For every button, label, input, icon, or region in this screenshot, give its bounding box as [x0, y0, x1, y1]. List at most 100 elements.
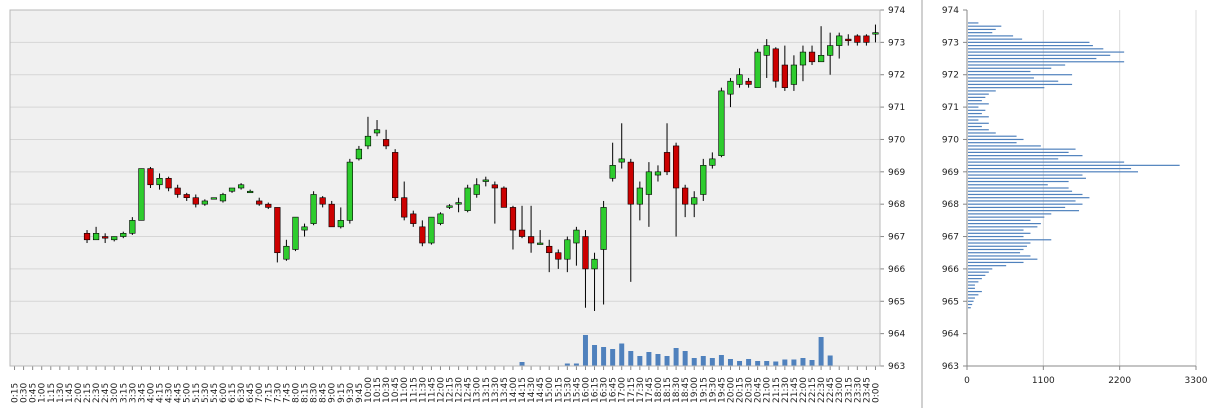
- profile-bar: [968, 229, 1024, 231]
- x-tick-label: 1:00: [38, 383, 48, 403]
- candle-up: [156, 173, 163, 190]
- candle-down: [682, 184, 689, 218]
- candle-up: [709, 152, 716, 169]
- candle-up: [301, 223, 308, 237]
- profile-bar: [968, 226, 1038, 228]
- volume-bar: [755, 361, 761, 366]
- x-tick-label: 18:30: [672, 377, 682, 403]
- profile-bar: [968, 155, 1083, 157]
- candle-body: [319, 197, 326, 205]
- candle-body: [663, 152, 671, 173]
- candle-body: [727, 80, 734, 95]
- candle-body: [537, 242, 544, 245]
- candle-up: [228, 187, 236, 193]
- profile-bar: [968, 70, 1031, 73]
- price-plot-area: [10, 10, 880, 366]
- x-tick-label: 19:45: [717, 377, 727, 403]
- volume-bar: [818, 337, 824, 366]
- x-tick-label: 12:00: [436, 377, 446, 403]
- candle-body: [410, 213, 417, 224]
- candle-body: [518, 229, 526, 237]
- profile-y-tick-label: 965: [942, 297, 959, 307]
- profile-y-tick-label: 964: [942, 330, 959, 340]
- profile-bar: [968, 177, 1086, 179]
- candle-down: [319, 196, 326, 208]
- candle-down: [147, 166, 154, 188]
- candle-up: [446, 204, 453, 210]
- profile-x-tick-label: 1100: [1032, 376, 1055, 386]
- candle-up: [346, 158, 353, 224]
- profile-bar: [968, 35, 1014, 37]
- candle-up: [817, 26, 825, 63]
- x-tick-label: 6:15: [228, 383, 238, 403]
- profile-bar: [968, 242, 1031, 244]
- profile-bar: [968, 158, 1059, 160]
- volume-bar: [637, 356, 643, 366]
- candle-up: [799, 45, 807, 82]
- x-tick-label: 6:30: [237, 383, 247, 403]
- candle-body: [310, 194, 317, 224]
- candle-body: [827, 45, 834, 56]
- profile-bar: [968, 190, 1073, 192]
- x-tick-label: 23:00: [835, 377, 845, 403]
- profile-bar: [968, 187, 1069, 189]
- candle-body: [491, 184, 498, 189]
- profile-bar: [968, 239, 1052, 241]
- profile-bar: [968, 129, 989, 131]
- x-tick-label: 7:15: [264, 383, 274, 403]
- volume-bar: [791, 359, 797, 366]
- x-tick-label: 15:30: [563, 377, 573, 403]
- candle-down: [527, 205, 535, 253]
- profile-bar: [968, 80, 1059, 82]
- y-tick-label: 969: [888, 168, 905, 178]
- candle-body: [654, 171, 662, 176]
- x-tick-label: 12:15: [446, 377, 456, 403]
- volume-bar: [773, 361, 779, 366]
- candle-body: [382, 139, 390, 147]
- candle-down: [808, 45, 816, 66]
- y-tick-label: 964: [888, 330, 905, 340]
- candle-body: [591, 258, 598, 270]
- candle-body: [709, 158, 716, 166]
- profile-bar: [968, 106, 979, 108]
- candle-up: [836, 32, 843, 59]
- candle-down: [845, 34, 852, 46]
- candle-down: [509, 205, 517, 250]
- candle-down: [854, 34, 861, 46]
- candle-body: [92, 233, 100, 241]
- x-tick-label: 1:15: [47, 383, 57, 403]
- candle-up: [872, 24, 879, 43]
- candle-body: [120, 233, 127, 237]
- candle-up: [237, 183, 245, 190]
- profile-bar: [968, 74, 1073, 76]
- volume-bar: [610, 349, 616, 366]
- candle-body: [754, 51, 761, 88]
- profile-bar: [968, 245, 1027, 247]
- y-tick-label: 970: [888, 135, 905, 145]
- x-tick-label: 13:15: [482, 377, 492, 403]
- candle-down: [745, 77, 752, 88]
- candle-body: [682, 187, 689, 205]
- x-tick-label: 2:00: [74, 383, 84, 403]
- x-tick-label: 13:45: [500, 377, 510, 403]
- volume-bar: [601, 347, 607, 366]
- candle-up: [464, 184, 471, 213]
- candle-body: [201, 200, 208, 205]
- profile-bar: [968, 232, 1031, 234]
- x-tick-label: 21:15: [772, 377, 782, 403]
- candle-up: [618, 123, 625, 169]
- candle-up: [455, 197, 462, 213]
- candle-body: [129, 220, 136, 234]
- profile-bar: [968, 135, 1017, 137]
- x-tick-label: 19:00: [690, 377, 700, 403]
- candle-body: [328, 203, 335, 228]
- profile-bar: [968, 22, 979, 24]
- profile-y-tick-label: 967: [942, 233, 959, 243]
- candle-up: [600, 200, 607, 305]
- x-tick-label: 9:30: [346, 383, 356, 403]
- volume-bar: [573, 363, 579, 366]
- x-tick-label: 9:00: [328, 383, 338, 403]
- profile-bar: [968, 174, 1083, 176]
- candle-body: [609, 165, 616, 179]
